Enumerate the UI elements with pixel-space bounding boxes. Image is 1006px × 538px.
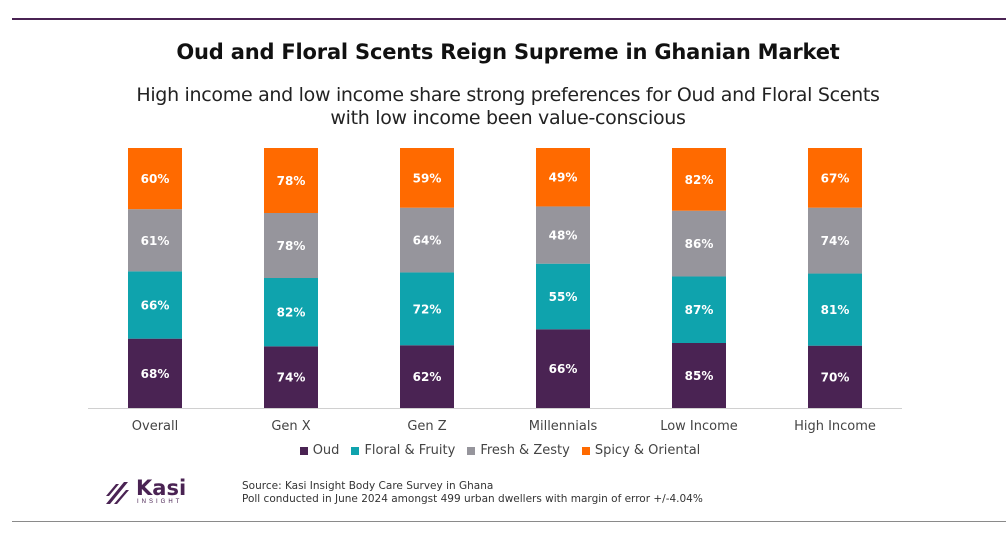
legend-label: Oud [312, 443, 340, 458]
legend-swatch [299, 446, 308, 455]
data-label: 66% [141, 299, 170, 313]
bar-segment-oud-gen-x [264, 346, 318, 408]
x-tick-label: Gen Z [407, 419, 446, 434]
data-label: 82% [685, 173, 714, 187]
legend-swatch [351, 446, 360, 455]
chart-title: Oud and Floral Scents Reign Supreme in G… [176, 40, 840, 64]
kasi-logo-icon [106, 482, 129, 504]
bar-segment-floral-fruity-high-income [808, 273, 862, 346]
bar-segment-fresh-zesty-high-income [808, 207, 862, 274]
logo-name: Kasi [136, 476, 187, 500]
bar-segment-spicy-oriental-gen-z [400, 148, 454, 208]
data-label: 72% [413, 302, 442, 316]
legend-item: Spicy & Oriental [581, 443, 701, 458]
data-label: 70% [821, 370, 850, 384]
x-tick-label: Low Income [660, 419, 738, 434]
logo-subtitle: INSIGHT [137, 499, 183, 505]
bar-segment-oud-millennials [536, 329, 590, 408]
chart-legend: Oud Floral & Fruity Fresh & Zesty Spicy & O… [0, 443, 1000, 458]
x-tick-label: Millennials [529, 419, 598, 434]
bar-segment-oud-low-income [672, 343, 726, 408]
legend-label: Fresh & Zesty [480, 443, 570, 458]
legend-swatch [581, 446, 590, 455]
bar-segment-spicy-oriental-high-income [808, 148, 862, 208]
chart-subtitle: High income and low income share strong … [136, 84, 880, 129]
source-line-2: Poll conducted in June 2024 amongst 499 … [242, 493, 703, 505]
bar-segment-fresh-zesty-gen-x [264, 213, 318, 278]
source-note: Source: Kasi Insight Body Care Survey in… [242, 480, 703, 506]
bar-segment-oud-gen-z [400, 345, 454, 408]
x-tick-label: Gen X [271, 419, 310, 434]
bar-segment-floral-fruity-gen-z [400, 272, 454, 346]
data-label: 49% [549, 171, 578, 185]
data-label: 64% [413, 234, 442, 248]
data-label: 60% [141, 172, 170, 186]
legend-item: Fresh & Zesty [467, 443, 570, 458]
bottom-divider [12, 521, 1006, 522]
data-label: 48% [549, 229, 578, 243]
bar-segment-spicy-oriental-gen-x [264, 148, 318, 213]
data-label: 78% [277, 239, 306, 253]
legend-label: Spicy & Oriental [594, 443, 701, 458]
bar-segment-fresh-zesty-low-income [672, 210, 726, 277]
data-label: 74% [277, 371, 306, 385]
bar-segment-fresh-zesty-gen-z [400, 207, 454, 273]
bar-segment-floral-fruity-overall [128, 271, 182, 339]
bar-segment-spicy-oriental-overall [128, 148, 182, 210]
x-tick-label: High Income [794, 419, 876, 434]
kasi-logo: Kasi INSIGHT [104, 478, 186, 506]
data-label: 86% [685, 237, 714, 251]
bar-segment-floral-fruity-gen-x [264, 278, 318, 347]
data-label: 67% [821, 171, 850, 185]
x-tick-label: Overall [132, 419, 178, 434]
data-label: 55% [549, 290, 578, 304]
data-label: 62% [413, 370, 442, 384]
legend-item: Floral & Fruity [351, 443, 455, 458]
bar-segment-oud-overall [128, 338, 182, 408]
source-line-1: Source: Kasi Insight Body Care Survey in… [242, 480, 494, 492]
data-label: 78% [277, 174, 306, 188]
bar-segment-floral-fruity-millennials [536, 263, 590, 330]
data-label: 61% [141, 234, 170, 248]
data-label: 59% [413, 171, 442, 185]
bar-segment-spicy-oriental-low-income [672, 148, 726, 211]
bar-segment-spicy-oriental-millennials [536, 148, 590, 207]
data-label: 68% [141, 367, 170, 381]
data-label: 85% [685, 369, 714, 383]
bar-segment-oud-high-income [808, 345, 862, 408]
bar-segment-floral-fruity-low-income [672, 276, 726, 343]
bar-segment-fresh-zesty-millennials [536, 206, 590, 264]
data-label: 66% [549, 362, 578, 376]
legend-label: Floral & Fruity [364, 443, 456, 458]
data-label: 81% [821, 303, 850, 317]
data-label: 87% [685, 303, 714, 317]
bar-segment-fresh-zesty-overall [128, 209, 182, 272]
legend-swatch [467, 446, 476, 455]
data-label: 74% [821, 234, 850, 248]
legend-item: Oud [299, 443, 340, 458]
data-label: 82% [277, 306, 306, 320]
top-divider [12, 18, 1006, 20]
